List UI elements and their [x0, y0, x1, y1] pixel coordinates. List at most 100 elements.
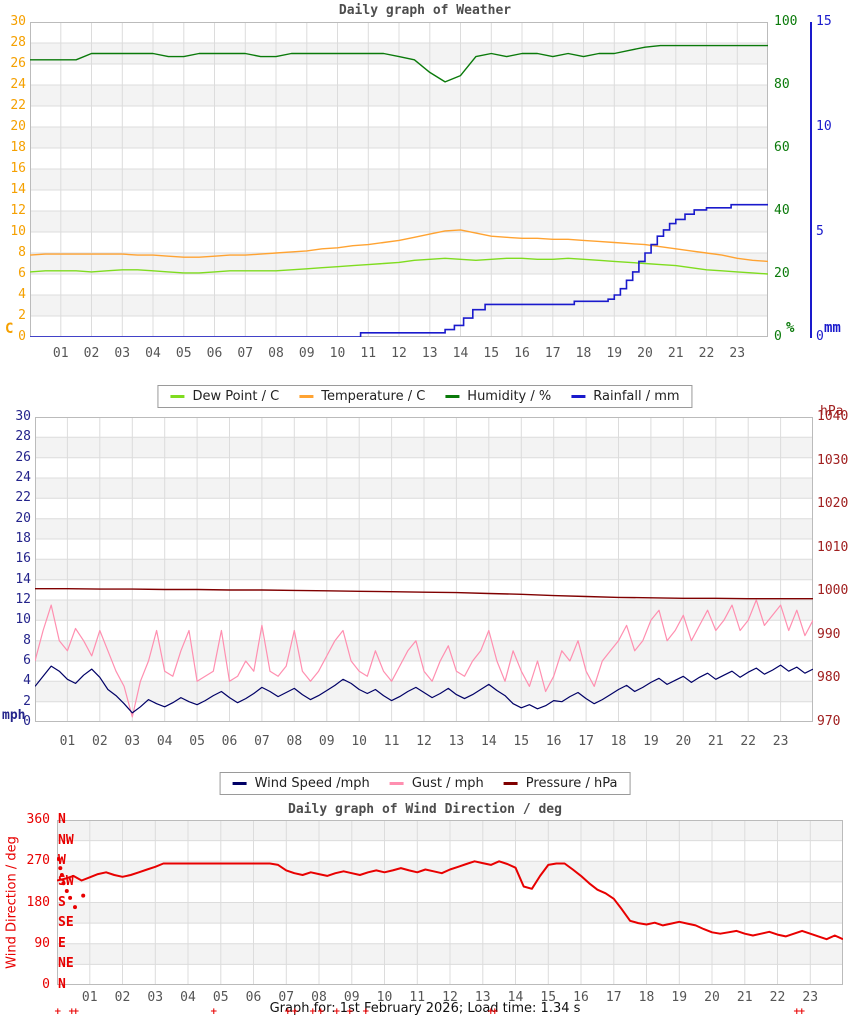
chart1-right-tick: 80: [774, 77, 790, 92]
chart1-x-tick: 08: [268, 346, 284, 361]
chart2-x-tick: 17: [578, 734, 594, 749]
chart1-x-tick: 19: [606, 346, 623, 361]
chart3-x-tick: 21: [736, 990, 753, 1005]
chart3-x-tick: 06: [245, 990, 262, 1005]
chart1-left-tick: 10: [10, 224, 26, 239]
chart1-x-tick: 10: [329, 346, 346, 361]
chart1-right-tick: 100: [774, 14, 798, 29]
chart2-x-tick: 10: [351, 734, 367, 749]
chart3-compass-label: N: [58, 977, 66, 992]
chart3-x-tick: 16: [573, 990, 589, 1005]
chart3-x-tick: 20: [704, 990, 720, 1005]
chart3-x-tick: 03: [147, 990, 164, 1005]
chart1-left-tick: 8: [18, 245, 26, 260]
chart3-x-tick: 14: [507, 990, 524, 1005]
chart3-x-tick: 09: [343, 990, 360, 1005]
chart1-left-tick: 12: [10, 203, 26, 218]
chart1-x-tick: 14: [452, 346, 469, 361]
red-data-mark: +: [491, 1007, 499, 1017]
red-data-mark: +: [487, 1007, 495, 1017]
red-data-mark: +: [346, 1007, 354, 1017]
red-data-mark: +: [798, 1007, 806, 1017]
chart1-x-tick: 13: [421, 346, 438, 361]
chart2-left-tick: 26: [15, 449, 31, 465]
red-data-mark: +: [210, 1007, 218, 1017]
chart2-right-tick: 1040: [817, 409, 849, 424]
chart2-left-tick: 30: [15, 409, 31, 424]
red-data-mark: +: [68, 1007, 76, 1017]
celsius-unit-label: C: [5, 321, 14, 337]
chart3-x-tick: 12: [442, 990, 458, 1005]
red-data-mark: +: [362, 1007, 370, 1017]
legend-label-humidity: Humidity / %: [467, 389, 552, 404]
chart1-left-tick: 4: [18, 287, 26, 302]
chart2-x-tick: 08: [286, 734, 303, 749]
chart1-title: Daily graph of Weather: [338, 3, 512, 18]
chart3-x-tick: 19: [671, 990, 688, 1005]
chart1-x-tick: 20: [637, 346, 653, 361]
chart2-x-tick: 22: [740, 734, 756, 749]
chart1-x-tick: 22: [698, 346, 715, 361]
chart3-x-tick: 02: [114, 990, 131, 1005]
chart1-left-tick: 2: [18, 308, 26, 323]
chart3-x-tick: 11: [409, 990, 426, 1005]
chart1-x-tick: 16: [514, 346, 530, 361]
legend-label-wind-speed: Wind Speed /mph: [254, 776, 370, 791]
chart1-x-tick: 03: [114, 346, 131, 361]
chart3-left-tick: 360: [26, 812, 50, 827]
legend-item-gust: Gust / mph: [389, 776, 484, 791]
chart1-x-tick: 02: [83, 346, 100, 361]
red-data-mark: +: [317, 1007, 325, 1017]
chart3-x-tick: 10: [376, 990, 393, 1005]
chart2-left-tick: 2: [23, 693, 31, 709]
chart2-x-tick: 19: [643, 734, 659, 749]
chart1-left-tick: 18: [10, 140, 26, 155]
legend-item-temperature: Temperature / C: [299, 389, 425, 404]
red-data-mark: +: [291, 1007, 299, 1017]
chart3-compass-label: SE: [58, 915, 74, 931]
chart3-x-tick: 22: [769, 990, 786, 1005]
chart1-x-tick: 21: [667, 346, 684, 361]
chart2-right-tick: 990: [817, 626, 841, 642]
red-data-mark: +: [284, 1007, 292, 1017]
percent-unit-label: %: [786, 320, 795, 336]
chart3-x-tick: 13: [474, 990, 491, 1005]
chart3-compass-label: SW: [58, 873, 74, 889]
chart2-x-tick: 14: [481, 734, 497, 749]
chart3-x-tick: 18: [638, 990, 655, 1005]
legend-item-wind-speed: Wind Speed /mph: [232, 776, 370, 791]
chart2-x-tick: 16: [545, 734, 562, 749]
legend-item-rainfall: Rainfall / mm: [571, 389, 680, 404]
chart1-right-tick: 5: [816, 224, 824, 239]
chart3-compass-label: W: [58, 853, 66, 869]
chart1-left-tick: 0: [18, 329, 26, 344]
chart2-left-tick: 6: [23, 653, 31, 668]
chart1-left-tick: 26: [10, 56, 26, 71]
chart1-legend: Dew Point / C Temperature / C Humidity /…: [157, 385, 693, 408]
chart3-x-tick: 15: [540, 990, 557, 1005]
chart1-x-tick: 23: [729, 346, 746, 361]
chart2-left-tick: 14: [15, 571, 31, 587]
millimetre-unit-label: mm: [824, 320, 841, 336]
chart3-x-tick: 23: [802, 990, 819, 1005]
chart2-left-tick: 22: [15, 490, 31, 506]
chart1-x-tick: 05: [175, 346, 192, 361]
chart1-left-tick: 24: [10, 77, 26, 92]
chart1-left-tick: 16: [10, 161, 26, 176]
wind-speed-swatch: [232, 782, 247, 785]
red-data-mark: +: [793, 1007, 801, 1017]
chart3-left-tick: 180: [26, 894, 50, 910]
chart2-left-tick: 8: [23, 632, 31, 648]
legend-item-dew-point: Dew Point / C: [170, 389, 279, 404]
chart1-left-tick: 22: [10, 98, 26, 113]
chart1-x-tick: 09: [298, 346, 315, 361]
red-data-mark: +: [333, 1007, 341, 1017]
chart1-left-tick: 28: [10, 35, 26, 50]
chart2-left-tick: 16: [15, 551, 31, 567]
chart1-right-tick: 0: [816, 329, 824, 344]
footer-caption: Graph for: 1st February 2026; Load time:…: [269, 1001, 581, 1016]
chart3-x-tick: 01: [81, 990, 98, 1005]
chart3-x-tick: 17: [605, 990, 622, 1005]
temperature-swatch: [299, 395, 314, 398]
